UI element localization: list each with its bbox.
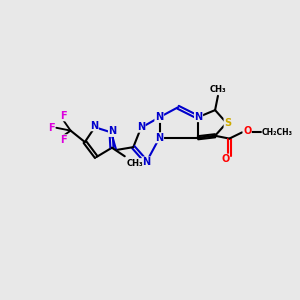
Text: CH₂CH₃: CH₂CH₃	[262, 128, 293, 137]
Text: N: N	[155, 112, 163, 122]
Text: F: F	[60, 135, 67, 145]
Text: CH₃: CH₃	[126, 158, 143, 167]
Text: N: N	[194, 112, 202, 122]
Text: CH₃: CH₃	[210, 85, 226, 94]
Text: O: O	[243, 127, 251, 136]
Text: F: F	[60, 111, 67, 121]
Text: S: S	[224, 118, 231, 128]
Text: N: N	[108, 127, 117, 136]
Text: N: N	[155, 112, 164, 122]
Text: O: O	[221, 154, 230, 164]
Text: N: N	[155, 133, 164, 143]
Text: F: F	[48, 123, 55, 133]
Text: N: N	[142, 157, 151, 167]
Text: N: N	[90, 121, 98, 131]
Text: N: N	[137, 122, 145, 132]
